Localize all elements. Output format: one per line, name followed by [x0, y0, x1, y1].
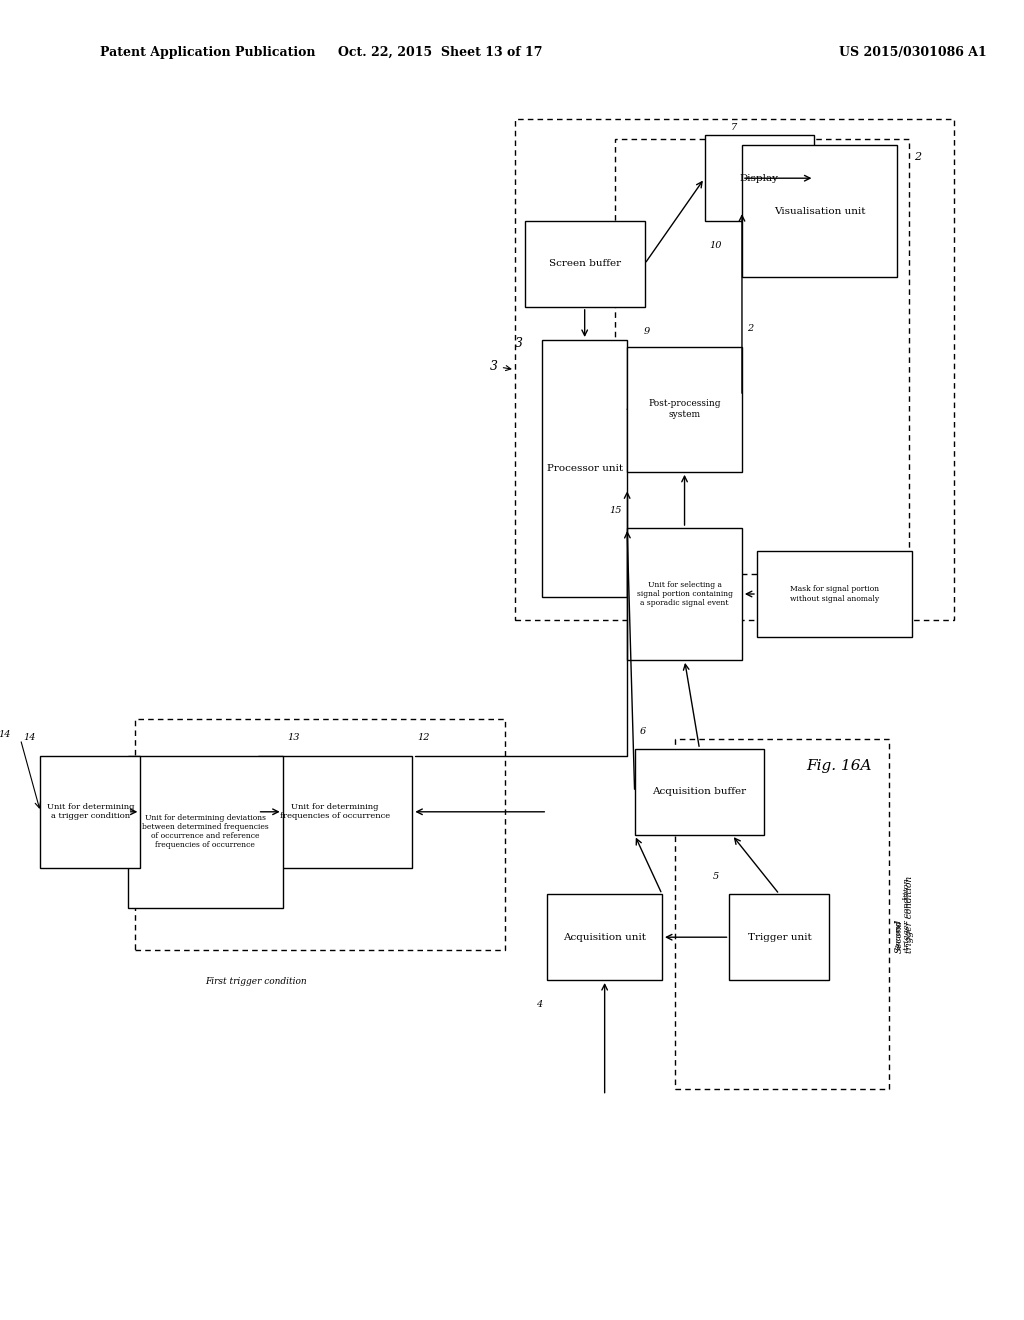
Text: 15: 15 [609, 506, 623, 515]
Text: 5: 5 [714, 873, 720, 882]
Text: 10: 10 [710, 242, 722, 249]
Text: Trigger unit: Trigger unit [748, 933, 811, 941]
FancyBboxPatch shape [547, 895, 663, 979]
Text: US 2015/0301086 A1: US 2015/0301086 A1 [840, 46, 987, 59]
Text: Acquisition unit: Acquisition unit [563, 933, 646, 941]
Text: Unit for selecting a
signal portion containing
a sporadic signal event: Unit for selecting a signal portion cont… [637, 581, 732, 607]
FancyBboxPatch shape [635, 748, 765, 834]
Text: 3: 3 [489, 359, 511, 372]
FancyBboxPatch shape [524, 220, 644, 306]
Text: First trigger condition: First trigger condition [205, 977, 307, 986]
FancyBboxPatch shape [627, 347, 742, 473]
FancyBboxPatch shape [742, 145, 897, 277]
Text: 13: 13 [288, 734, 300, 742]
Text: 9: 9 [643, 326, 649, 335]
Text: Oct. 22, 2015  Sheet 13 of 17: Oct. 22, 2015 Sheet 13 of 17 [338, 46, 542, 59]
Text: Acquisition buffer: Acquisition buffer [652, 788, 746, 796]
Text: 12: 12 [418, 734, 430, 742]
Text: Unit for determining
a trigger condition: Unit for determining a trigger condition [47, 803, 134, 821]
FancyBboxPatch shape [543, 341, 627, 597]
Text: Fig. 16A: Fig. 16A [807, 759, 872, 772]
FancyBboxPatch shape [729, 895, 829, 979]
Text: 6: 6 [640, 727, 646, 737]
FancyBboxPatch shape [258, 755, 413, 869]
Text: Second
trigger condition: Second trigger condition [894, 878, 911, 950]
Text: Display: Display [740, 174, 779, 182]
Text: Screen buffer: Screen buffer [549, 260, 621, 268]
Text: Mask for signal portion
without signal anomaly: Mask for signal portion without signal a… [790, 585, 879, 603]
Text: Post-processing
system: Post-processing system [648, 400, 721, 418]
FancyBboxPatch shape [757, 552, 911, 636]
Text: 3: 3 [515, 337, 523, 350]
Text: Visualisation unit: Visualisation unit [773, 207, 865, 215]
Text: Processor unit: Processor unit [547, 465, 623, 473]
Text: 14: 14 [23, 734, 36, 742]
FancyBboxPatch shape [627, 528, 742, 660]
FancyBboxPatch shape [40, 755, 140, 869]
Text: Unit for determining deviations
between determined frequencies
of occurrence and: Unit for determining deviations between … [141, 814, 268, 849]
Text: Patent Application Publication: Patent Application Publication [100, 46, 315, 59]
Text: 4: 4 [536, 1001, 543, 1008]
FancyBboxPatch shape [128, 755, 283, 908]
Text: Unit for determining
frequencies of occurrence: Unit for determining frequencies of occu… [280, 803, 390, 821]
FancyBboxPatch shape [705, 135, 814, 220]
Text: 7: 7 [731, 123, 737, 132]
Text: Second
trigger condition: Second trigger condition [894, 875, 913, 953]
Text: 14: 14 [0, 730, 10, 739]
Text: 2: 2 [746, 325, 754, 334]
Text: 2: 2 [914, 152, 922, 162]
